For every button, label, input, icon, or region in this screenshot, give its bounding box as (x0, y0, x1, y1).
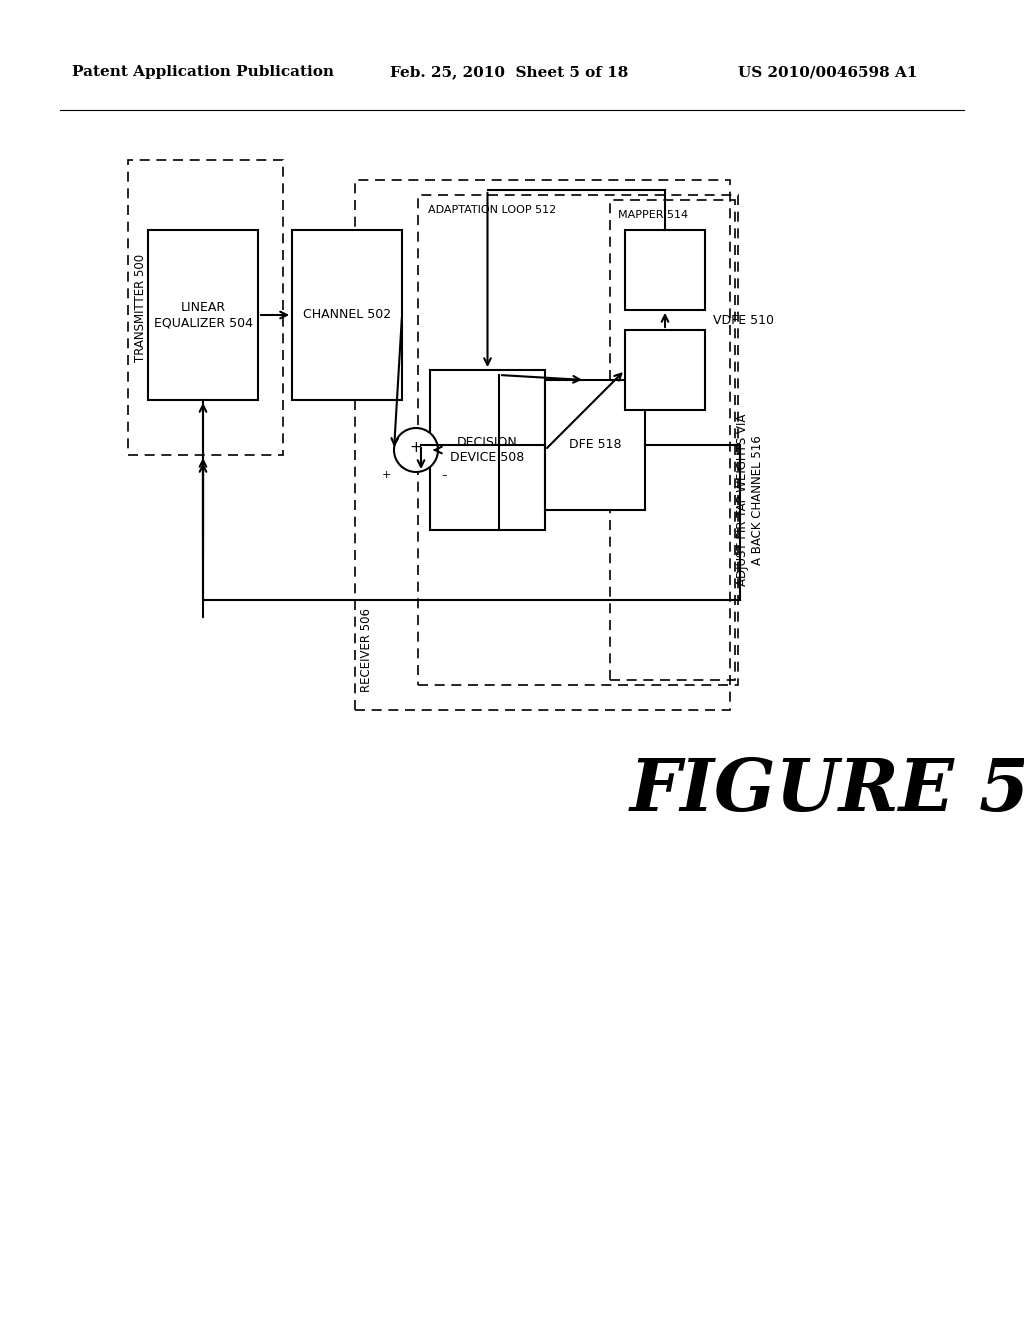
Bar (625, 230, 705, 310)
Bar (292, 230, 402, 400)
Bar (610, 201, 735, 680)
Bar (545, 380, 645, 510)
Text: Patent Application Publication: Patent Application Publication (72, 65, 334, 79)
Text: ADJUST FIR TAP WEIGHTS VIA
A BACK CHANNEL 516: ADJUST FIR TAP WEIGHTS VIA A BACK CHANNE… (736, 413, 764, 586)
Text: FIGURE 5: FIGURE 5 (630, 755, 1024, 825)
Bar (430, 370, 545, 531)
Bar (355, 180, 730, 710)
Text: ADAPTATION LOOP 512: ADAPTATION LOOP 512 (428, 205, 556, 215)
Text: +: + (382, 470, 391, 480)
Text: US 2010/0046598 A1: US 2010/0046598 A1 (738, 65, 918, 79)
Bar (418, 195, 738, 685)
Text: Feb. 25, 2010  Sheet 5 of 18: Feb. 25, 2010 Sheet 5 of 18 (390, 65, 629, 79)
Text: –: – (441, 470, 446, 480)
Text: DFE 518: DFE 518 (568, 438, 622, 451)
Circle shape (394, 428, 438, 473)
Bar (148, 230, 258, 400)
Text: +: + (410, 440, 422, 454)
Bar (128, 160, 283, 455)
Text: CHANNEL 502: CHANNEL 502 (303, 309, 391, 322)
Bar (625, 330, 705, 411)
Text: MAPPER 514: MAPPER 514 (618, 210, 688, 220)
Text: TRANSMITTER 500: TRANSMITTER 500 (133, 253, 146, 362)
Text: RECEIVER 506: RECEIVER 506 (360, 609, 374, 692)
Text: LINEAR
EQUALIZER 504: LINEAR EQUALIZER 504 (154, 301, 253, 329)
Text: VDFE 510: VDFE 510 (713, 314, 774, 326)
Text: DECISION
DEVICE 508: DECISION DEVICE 508 (451, 436, 524, 465)
